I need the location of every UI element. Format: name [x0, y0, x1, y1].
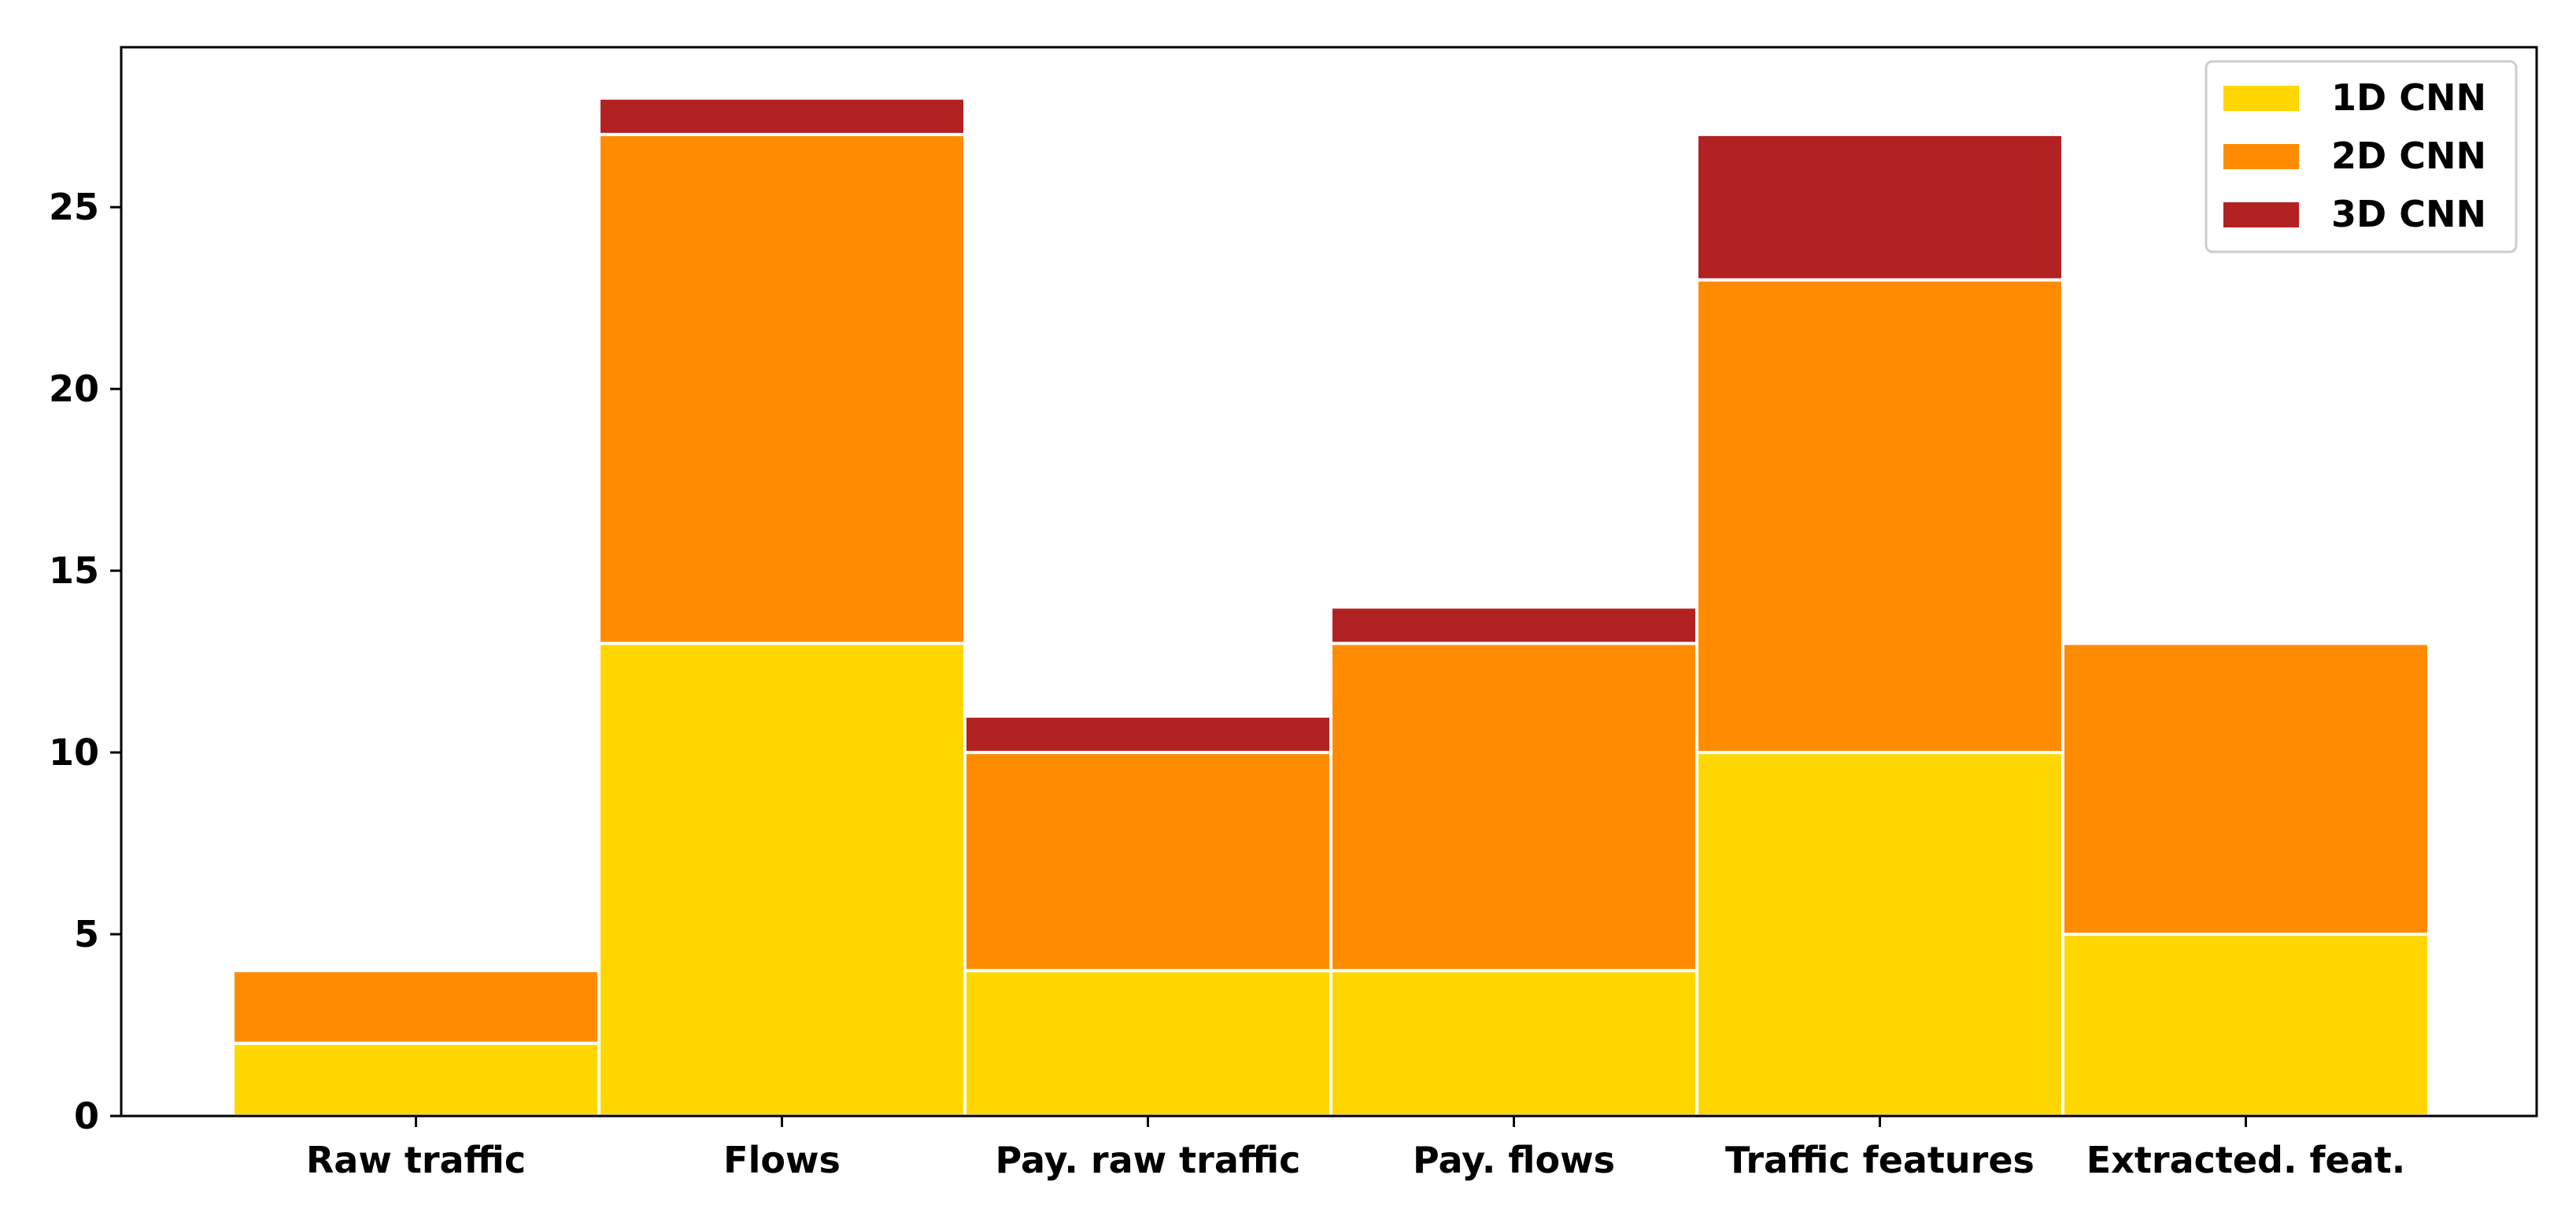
- legend-label-3d-cnn: 3D CNN: [2331, 193, 2486, 235]
- x-tick-label: Pay. flows: [1413, 1139, 1615, 1181]
- bar-3d-cnn-4: [1329, 605, 1698, 645]
- bar-1d-cnn-3: [963, 969, 1332, 1118]
- x-tick-label: Traffic features: [1725, 1139, 2035, 1181]
- bar-2d-cnn-3: [963, 751, 1332, 973]
- legend-swatch-2d-cnn: [2223, 144, 2299, 169]
- y-axis: 0 5 10 15 20 25: [49, 186, 121, 1137]
- y-tick-label: 0: [74, 1095, 99, 1137]
- bar-1d-cnn-6: [2061, 933, 2430, 1118]
- y-tick-label: 10: [49, 731, 99, 774]
- x-tick-label: Extracted. feat.: [2086, 1139, 2405, 1181]
- bar-2d-cnn-5: [1695, 278, 2064, 755]
- x-tick-label: Raw traffic: [306, 1139, 526, 1181]
- y-tick-label: 25: [49, 186, 99, 228]
- plot-frame: [120, 46, 2538, 1118]
- bar-2d-cnn-1: [231, 969, 601, 1045]
- bar-1d-cnn-2: [597, 641, 966, 1118]
- legend-label-2d-cnn: 2D CNN: [2331, 135, 2486, 177]
- bar-3d-cnn-3: [963, 714, 1332, 755]
- bar-2d-cnn-2: [597, 132, 966, 645]
- bar-2d-cnn-4: [1329, 641, 1698, 973]
- bar-2d-cnn-6: [2061, 641, 2430, 937]
- bar-1d-cnn-1: [231, 1041, 601, 1118]
- y-tick-label: 20: [49, 368, 99, 410]
- legend-swatch-3d-cnn: [2223, 202, 2299, 227]
- bar-3d-cnn-2: [597, 96, 966, 136]
- x-axis: Raw traffic Flows Pay. raw traffic Pay. flo…: [306, 1116, 2405, 1181]
- legend-swatch-1d-cnn: [2223, 86, 2299, 111]
- x-tick-label: Flows: [723, 1139, 841, 1181]
- legend-label-1d-cnn: 1D CNN: [2331, 76, 2486, 119]
- bar-3d-cnn-5: [1695, 132, 2064, 282]
- y-tick-label: 5: [74, 913, 99, 955]
- y-tick-label: 15: [49, 549, 99, 592]
- x-tick-label: Pay. raw traffic: [996, 1139, 1301, 1181]
- bars-group: [231, 96, 2430, 1118]
- bar-1d-cnn-5: [1695, 751, 2064, 1118]
- bar-1d-cnn-4: [1329, 969, 1698, 1118]
- legend: 1D CNN 2D CNN 3D CNN: [2205, 60, 2518, 253]
